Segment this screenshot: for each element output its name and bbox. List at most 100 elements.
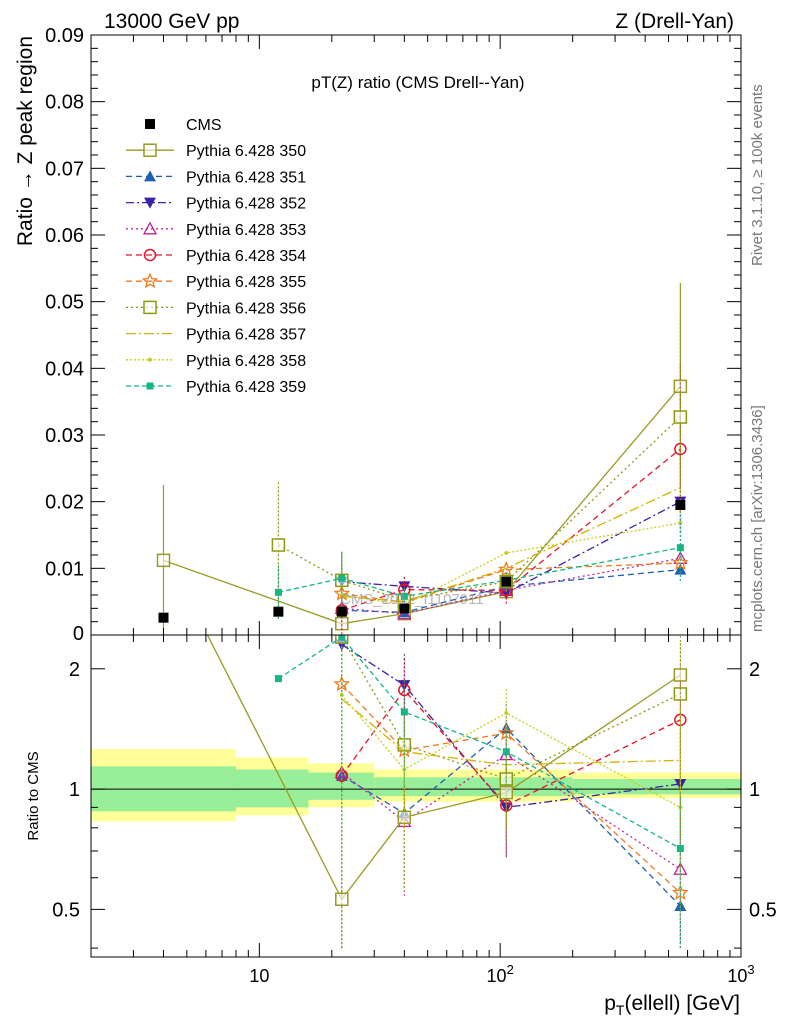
legend-label: Pythia 6.428 354 xyxy=(186,248,306,265)
main-panel: 0 0.01 0.02 0.03 0.04 0.05 0.06 0.07 0.08 0.09 xyxy=(45,25,742,645)
mcplots-label: mcplots.cern.ch [arXiv:1306.3436] xyxy=(749,405,766,632)
legend-label: Pythia 6.428 352 xyxy=(186,196,306,213)
series-line xyxy=(278,547,681,597)
x-axis-label-rest: (ellell) [GeV] xyxy=(624,992,740,1015)
y-tick-label-top: 0.05 xyxy=(45,292,84,314)
data-point xyxy=(502,748,510,756)
y-tick-label-bottom: 0.5 xyxy=(52,899,80,921)
legend-marker xyxy=(141,272,159,289)
data-point xyxy=(499,785,514,800)
ratio-line xyxy=(341,727,681,907)
ratio-pythia-6-428-354 xyxy=(335,656,687,949)
series-line xyxy=(341,487,681,603)
y-tick-label-bottom: 1 xyxy=(69,779,80,801)
y-ticks-bottom xyxy=(91,668,741,949)
x-axis-label: pT(ellell) [GeV] xyxy=(604,992,740,1018)
x-tick-label: 102 xyxy=(487,962,514,986)
x-tick-label: 10 xyxy=(249,966,269,986)
chart-title: pT(Z) ratio (CMS Drell--Yan) xyxy=(311,73,524,92)
series-line xyxy=(278,416,681,602)
data-point xyxy=(400,708,408,716)
ratio-panel: 0.5 0.5 1 1 2 2 xyxy=(52,634,777,958)
legend-label: CMS xyxy=(186,117,222,134)
ratio-pythia-6-428-352 xyxy=(335,635,687,949)
legend-label: Pythia 6.428 356 xyxy=(186,300,306,317)
legend-marker xyxy=(143,300,157,315)
x-tick-label-base: 10 xyxy=(487,966,507,986)
ratio-line xyxy=(278,636,681,850)
ratio-line xyxy=(341,643,681,809)
y-tick-label-bottom-right: 1 xyxy=(749,779,760,801)
data-point xyxy=(335,892,349,907)
data-point xyxy=(672,554,689,571)
x-axis-label-p: p xyxy=(604,992,616,1015)
x-ticks xyxy=(90,35,742,957)
data-point xyxy=(271,538,286,552)
data-point xyxy=(676,845,684,853)
data-point xyxy=(399,603,410,614)
legend-entry: Pythia 6.428 355 xyxy=(126,272,306,291)
legend-marker xyxy=(145,119,155,129)
legend-label: Pythia 6.428 353 xyxy=(186,222,306,239)
data-point xyxy=(675,500,686,510)
legend-marker xyxy=(144,170,156,182)
data-point xyxy=(504,551,509,555)
legend: CMS Pythia 6.428 350 Pythia 6.428 351 Pythi… xyxy=(126,117,306,396)
x-tick-label-base: 10 xyxy=(249,966,269,986)
data-point xyxy=(338,574,346,582)
legend-entry: CMS xyxy=(145,117,222,134)
rivet-label: Rivet 3.1.10, ≥ 100k events xyxy=(749,84,766,266)
y-tick-label-top: 0.01 xyxy=(45,558,84,580)
y-tick-label-bottom-right: 0.5 xyxy=(749,899,777,921)
header-right: Z (Drell-Yan) xyxy=(615,10,734,33)
x-tick-label-base: 10 xyxy=(727,966,747,986)
legend-marker xyxy=(143,143,157,157)
data-point xyxy=(400,592,408,600)
data-point xyxy=(336,606,347,617)
series-line xyxy=(341,557,681,615)
ratio-line xyxy=(341,753,681,870)
legend-label: Pythia 6.428 355 xyxy=(186,274,306,291)
legend-entry: Pythia 6.428 357 xyxy=(126,327,306,344)
y-tick-label-bottom: 2 xyxy=(69,659,80,681)
y-axis-label-top: Ratio → Z peak region xyxy=(14,36,37,246)
series-cms xyxy=(158,500,686,623)
legend-entry: Pythia 6.428 352 xyxy=(126,196,306,213)
legend-label: Pythia 6.428 357 xyxy=(186,327,306,344)
legend-marker xyxy=(146,382,154,390)
x-axis-label-sub: T xyxy=(616,1002,625,1018)
y-tick-label-top: 0.02 xyxy=(45,492,84,514)
watermark: CMS_2012_I1107911 xyxy=(340,591,484,608)
legend-marker xyxy=(143,248,157,262)
series-line xyxy=(341,522,681,606)
data-point xyxy=(158,612,169,623)
data-point xyxy=(156,553,171,568)
series-pythia-6-428-354 xyxy=(335,365,687,635)
data-point xyxy=(335,616,349,631)
legend-entry: Pythia 6.428 353 xyxy=(126,221,306,239)
y-tick-label-top: 0.08 xyxy=(45,92,84,114)
data-point xyxy=(673,668,688,682)
legend-marker xyxy=(142,221,158,235)
y-tick-label-top: 0.09 xyxy=(45,25,84,47)
y-axis-label-bottom: Ratio to CMS xyxy=(25,751,42,840)
y-tick-label-top: 0 xyxy=(73,623,84,645)
x-tick-label: 103 xyxy=(727,962,754,986)
data-point xyxy=(673,550,688,564)
data-point xyxy=(397,810,412,825)
series-line xyxy=(341,501,681,594)
data-point xyxy=(273,606,284,617)
x-tick-label-exponent: 2 xyxy=(507,962,514,977)
y-tick-label-top: 0.04 xyxy=(45,358,84,380)
top-series xyxy=(156,283,689,635)
data-point xyxy=(274,675,282,683)
legend-entry: Pythia 6.428 358 xyxy=(126,353,306,370)
ratio-line xyxy=(341,683,681,894)
data-point xyxy=(274,588,282,596)
green-band xyxy=(374,777,444,797)
ratio-line xyxy=(341,694,681,808)
series-line xyxy=(341,562,681,603)
series-line xyxy=(341,448,681,611)
bottom-frame xyxy=(90,634,742,958)
